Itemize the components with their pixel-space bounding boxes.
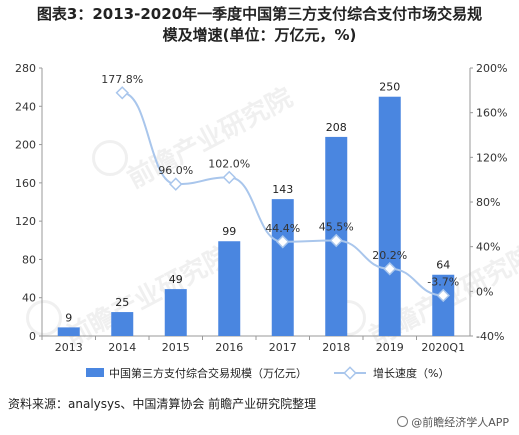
growth-point — [222, 170, 236, 185]
bar-data-label: 49 — [169, 273, 183, 286]
y-right-tick-label: 120% — [476, 151, 507, 164]
brand-logo-icon — [397, 416, 409, 427]
bar-data-label: 99 — [222, 225, 236, 238]
legend-bar-swatch — [86, 368, 104, 377]
x-tick-label: 2020Q1 — [421, 341, 465, 354]
bar — [218, 241, 241, 336]
y-right-tick-label: 160% — [476, 107, 507, 120]
x-tick-label: 2019 — [376, 341, 404, 354]
x-tick-label: 2018 — [322, 341, 350, 354]
growth-point — [115, 86, 129, 100]
y-left-tick-label: 40 — [22, 292, 36, 305]
growth-data-label: -3.7% — [427, 275, 459, 288]
growth-point — [383, 262, 397, 276]
legend-line-label: 增长速度（%） — [373, 366, 449, 380]
bar — [271, 199, 294, 336]
x-tick-label: 2013 — [55, 341, 83, 354]
x-tick-label: 2014 — [108, 341, 136, 354]
growth-data-label: 44.4% — [265, 222, 300, 235]
bar-data-label: 250 — [379, 81, 400, 94]
growth-data-label: 45.5% — [319, 221, 354, 234]
bar — [164, 289, 187, 336]
source-note: 资料来源：analysys、中国清算协会 前瞻产业研究院整理 — [8, 397, 317, 411]
bar-data-label: 208 — [326, 121, 347, 134]
brand-text: @前瞻经济学人APP — [411, 416, 509, 429]
bar — [432, 274, 455, 336]
bar — [111, 312, 134, 336]
bar — [378, 96, 401, 336]
y-left-tick-label: 0 — [29, 330, 36, 343]
chart-title: 图表3：2013-2020年一季度中国第三方支付综合支付市场交易规 模及增速(单… — [0, 4, 519, 46]
y-left-tick-label: 200 — [15, 139, 36, 152]
growth-point — [169, 177, 183, 191]
bar — [57, 327, 80, 336]
bar-data-label: 64 — [436, 259, 450, 272]
growth-data-label: 20.2% — [372, 249, 407, 262]
legend-bar-label: 中国第三方支付综合交易规模（万亿元） — [109, 366, 307, 380]
y-right-tick-label: 0% — [476, 285, 493, 298]
growth-point — [436, 288, 450, 303]
y-right-tick-label: 40% — [476, 241, 500, 254]
growth-data-label: 177.8% — [101, 73, 143, 86]
legend-line-marker — [343, 366, 357, 380]
growth-data-label: 102.0% — [208, 157, 250, 170]
y-left-tick-label: 160 — [15, 177, 36, 190]
y-left-tick-label: 280 — [15, 62, 36, 75]
bar-data-label: 143 — [272, 183, 293, 196]
growth-data-label: 96.0% — [158, 164, 193, 177]
brand-credit: @前瞻经济学人APP — [397, 414, 509, 430]
x-tick-label: 2015 — [162, 341, 190, 354]
y-left-tick-label: 80 — [22, 253, 36, 266]
x-tick-label: 2017 — [269, 341, 297, 354]
growth-point — [276, 235, 290, 249]
bar-data-label: 25 — [115, 296, 129, 309]
growth-point — [329, 233, 343, 248]
y-left-tick-label: 240 — [15, 100, 36, 113]
chart-title-line2: 模及增速(单位：万亿元，%) — [162, 26, 357, 44]
bar-data-label: 9 — [65, 311, 72, 324]
y-right-tick-label: 80% — [476, 196, 500, 209]
chart-title-line1: 图表3：2013-2020年一季度中国第三方支付综合支付市场交易规 — [36, 5, 483, 23]
x-tick-label: 2016 — [215, 341, 243, 354]
y-right-tick-label: -40% — [476, 330, 504, 343]
y-right-tick-label: 200% — [476, 62, 507, 75]
y-left-tick-label: 120 — [15, 215, 36, 228]
